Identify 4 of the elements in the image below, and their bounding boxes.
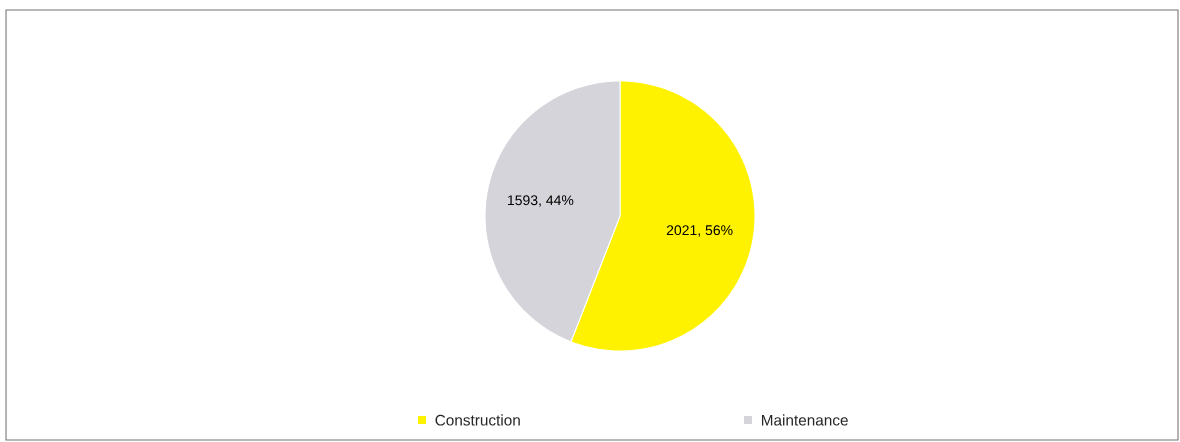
legend-label: Maintenance (761, 414, 848, 426)
data-label: 2021, 56% (666, 225, 733, 237)
legend-label: Construction (435, 414, 520, 426)
data-label: 1593, 44% (508, 195, 574, 207)
